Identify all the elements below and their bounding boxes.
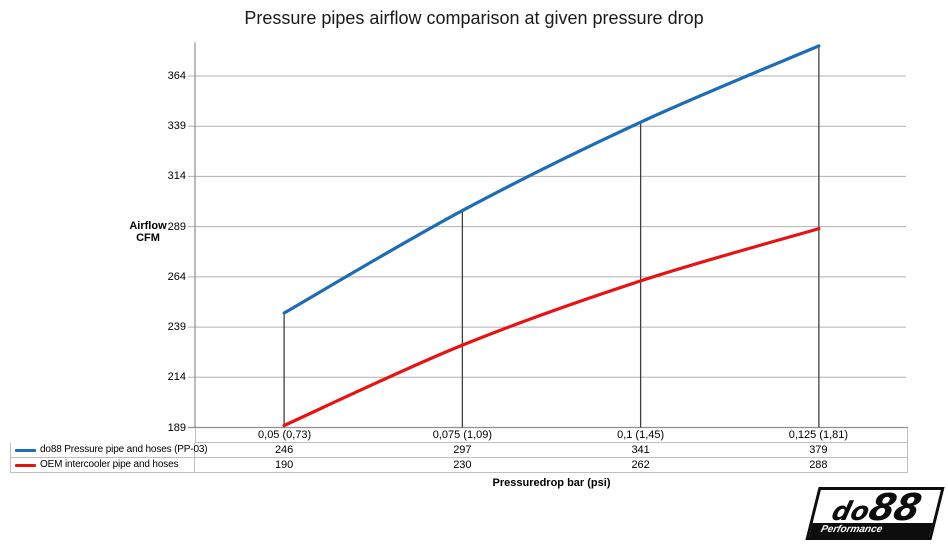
series-row-do88: do88 Pressure pipe and hoses (PP-03) 246… [10,443,908,458]
category-label: 0,05 (0,73) [195,428,374,443]
y-tick-label: 214 [167,371,186,384]
series-row-oem: OEM intercooler pipe and hoses 190 230 2… [10,458,908,473]
y-tick-label: 189 [167,421,186,434]
y-tick-label: 364 [167,70,186,82]
axis-lines [188,42,908,429]
y-axis-title-line2: CFM [136,232,160,244]
value-cell: 190 [195,458,374,473]
value-cell: 246 [195,443,374,458]
legend-line-oem-icon [15,463,36,467]
series-line-1 [282,227,821,428]
category-label: 0,125 (1,81) [729,428,908,443]
legend-cell-do88: do88 Pressure pipe and hoses (PP-03) [10,443,208,458]
y-tick-label: 289 [167,220,186,233]
y-axis-title: Airflow CFM [118,220,178,244]
y-axis-title-line1: Airflow [129,220,167,232]
data-table: 0,05 (0,73) 0,075 (1,09) 0,1 (1,45) 0,12… [10,428,908,473]
series-lines [282,44,821,428]
do88-logo: do88 Performance [805,486,945,540]
drop-lines [283,45,820,428]
legend-line-do88-icon [15,448,36,452]
value-cell: 262 [551,458,730,473]
value-cell: 341 [551,443,730,458]
logo-tagline: Performance [809,523,933,537]
logo-brand-prefix: do [828,497,873,527]
series-line-0 [282,44,821,315]
category-row: 0,05 (0,73) 0,075 (1,09) 0,1 (1,45) 0,12… [10,428,908,443]
value-cell: 379 [729,443,908,458]
logo-brand: do88 [814,486,936,529]
series-name-oem: OEM intercooler pipe and hoses [40,459,179,470]
chart-title: Pressure pipes airflow comparison at giv… [244,8,704,28]
y-tick-label: 314 [167,170,186,183]
gridlines [188,75,906,428]
logo-brand-digits: 88 [864,486,925,529]
value-cell: 288 [729,458,908,473]
value-cell: 230 [373,458,552,473]
series-name-do88: do88 Pressure pipe and hoses (PP-03) [40,444,208,455]
legend-cell-oem: OEM intercooler pipe and hoses [10,458,195,473]
value-cell: 297 [373,443,552,458]
y-tick-label: 339 [167,120,186,133]
table-corner-cell [10,428,195,443]
category-label: 0,1 (1,45) [551,428,730,443]
y-tick-label: 239 [167,321,186,334]
x-axis-title: Pressuredrop bar (psi) [492,477,611,489]
category-label: 0,075 (1,09) [373,428,552,443]
y-tick-label: 264 [167,270,186,283]
